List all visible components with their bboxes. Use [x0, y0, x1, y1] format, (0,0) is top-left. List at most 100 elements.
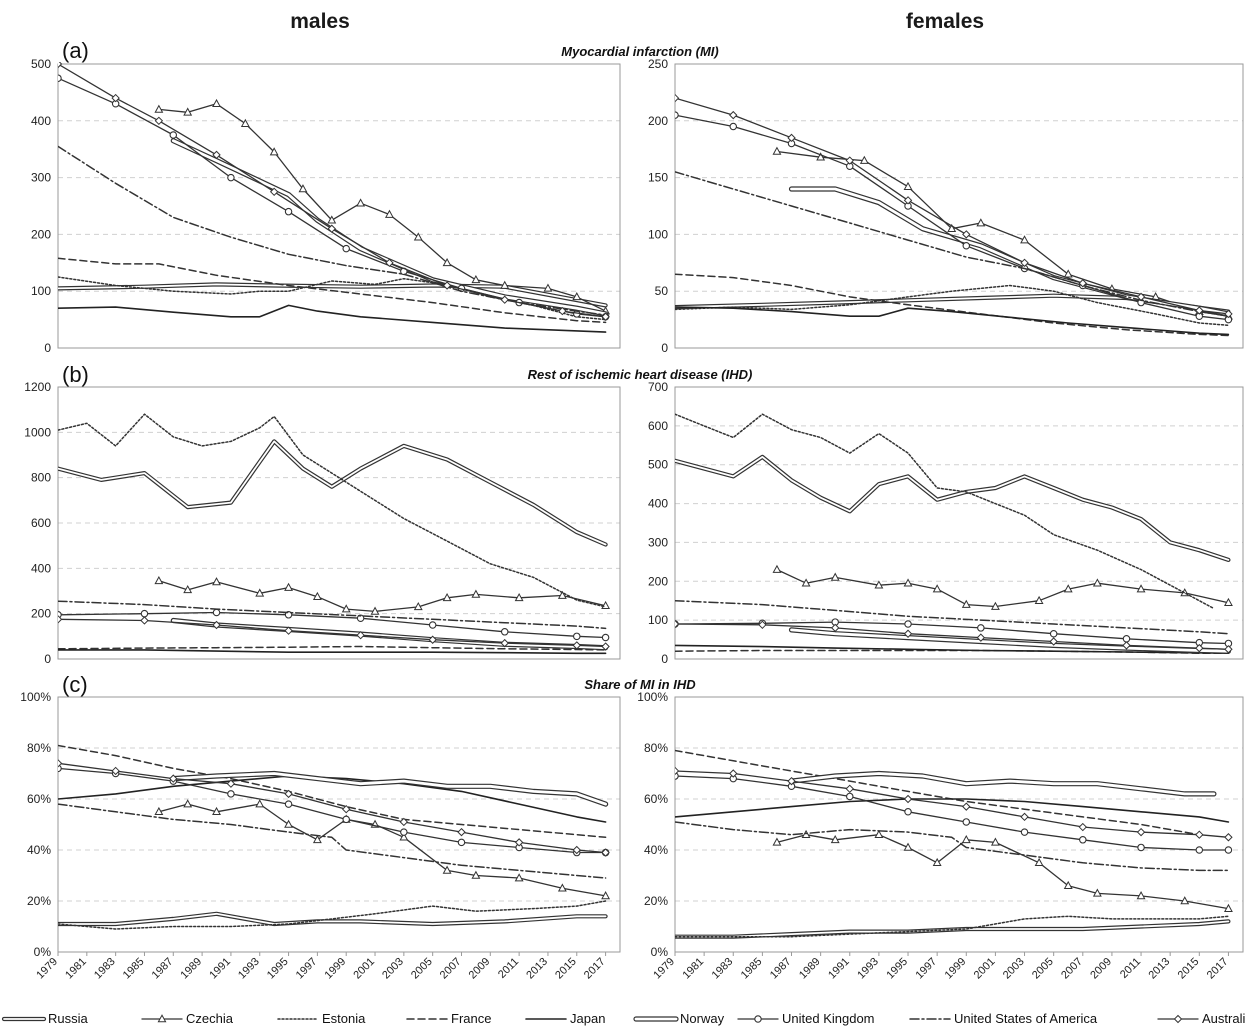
series-czechia-point: [1223, 597, 1233, 606]
x-tick-label: 1987: [150, 956, 176, 982]
series-czechia-point: [874, 829, 884, 838]
y-tick-label: 200: [648, 574, 668, 588]
series-united-states-of-america-line: [58, 803, 607, 879]
series-czechia-point: [1180, 896, 1190, 905]
legend-item-france: France: [406, 1011, 491, 1026]
series-united-kingdom-point: [904, 807, 912, 816]
series-united-kingdom-point: [457, 838, 466, 847]
series-australia-point: [976, 633, 986, 642]
y-tick-label: 20%: [644, 894, 668, 908]
series-czechia-point: [601, 891, 611, 900]
series-united-states-of-america-line: [58, 145, 607, 316]
panel-title-c: Share of MI in IHD: [584, 677, 696, 692]
series-norway-line-inner: [171, 772, 607, 806]
y-tick-label: 40%: [644, 843, 668, 857]
series-australia-point: [154, 116, 164, 126]
series-united-kingdom-point: [904, 620, 912, 628]
series-australia-point: [58, 615, 63, 624]
series-czechia-point: [370, 606, 380, 615]
x-tick-label: 1993: [855, 956, 881, 982]
series-australia-point: [903, 794, 913, 804]
series-australia-point: [1078, 279, 1088, 288]
series-australia-point: [675, 619, 680, 629]
series-united-states-of-america-line: [675, 599, 1230, 635]
legend-label: Japan: [570, 1011, 605, 1026]
series-czechia-point: [154, 575, 164, 585]
legend-marker: [157, 1014, 167, 1023]
series-australia-point: [601, 312, 610, 321]
series-australia-point: [284, 789, 293, 799]
series-united-kingdom-point: [212, 608, 221, 617]
series-australia-point: [1195, 643, 1204, 653]
series-czechia-point: [514, 592, 524, 602]
legend-label: United States of America: [954, 1011, 1098, 1026]
series-united-kingdom-point: [962, 242, 971, 250]
x-tick-label: 2011: [1118, 956, 1143, 981]
series-norway-line-inner: [790, 628, 1230, 653]
series-czechia-point: [961, 834, 971, 844]
series-estonia-line: [58, 900, 607, 930]
series-japan-line: [675, 644, 1230, 654]
series-australia-point: [1224, 833, 1233, 842]
chart-c-females: 0%20%40%60%80%100%1979 1981 1983 1985 1987 19…: [637, 690, 1244, 982]
plot-frame: [57, 63, 621, 349]
y-tick-label: 1000: [24, 425, 51, 439]
column-header-males: males: [290, 10, 350, 33]
series-united-kingdom-point: [284, 611, 293, 619]
series-australia-point: [1136, 827, 1146, 837]
series-czechia-point: [543, 283, 553, 292]
series-czechia-point: [903, 578, 913, 587]
x-tick-label: 2013: [524, 956, 550, 982]
y-tick-label: 200: [31, 227, 51, 241]
series-united-kingdom-point: [356, 614, 365, 622]
chart-a-females: 0 50 100 150 200 250: [648, 57, 1244, 355]
series-czechia-point: [976, 218, 986, 227]
series-australia-point: [212, 620, 221, 630]
series-czechia-point: [772, 837, 782, 846]
y-tick-label: 500: [648, 458, 668, 472]
series-united-kingdom-point: [342, 815, 350, 824]
y-tick-label: 1200: [24, 380, 51, 394]
series-australia-point: [399, 817, 409, 827]
series-united-kingdom-point: [500, 628, 509, 636]
series-czechia-point: [1063, 269, 1073, 278]
y-tick-label: 0: [44, 341, 51, 355]
series-czechia-point: [312, 591, 322, 600]
series-czechia-point: [1092, 888, 1102, 897]
series-russia-line-inner: [58, 283, 607, 307]
series-czechia-point: [413, 602, 423, 611]
y-tick-label: 50: [655, 284, 669, 298]
y-tick-label: 0%: [34, 945, 52, 959]
plot-frame: [674, 386, 1244, 660]
series-czechia-point: [830, 834, 840, 844]
series-czechia-point: [240, 118, 250, 127]
y-tick-label: 80%: [27, 741, 51, 755]
series-czechia-point: [212, 806, 221, 816]
series-czechia-point: [830, 572, 840, 581]
series-australia-point: [111, 766, 120, 776]
series-united-kingdom-point: [675, 772, 679, 780]
series-czechia-line: [158, 103, 607, 312]
series-united-kingdom-point: [962, 818, 971, 826]
series-france-line: [58, 744, 607, 839]
series-france-line: [675, 273, 1230, 337]
series-australia-line: [58, 63, 607, 318]
series-japan-line: [675, 306, 1230, 336]
series-france-line: [58, 257, 607, 324]
x-tick-label: 2001: [972, 956, 998, 982]
y-tick-label: 300: [31, 171, 51, 185]
series-czechia-point: [557, 883, 567, 892]
series-united-kingdom-point: [1079, 836, 1087, 844]
legend-item-united-states-of-america: United States of America: [909, 1011, 1098, 1026]
series-united-states-of-america-line: [675, 171, 1230, 317]
series-france-line: [58, 645, 607, 651]
series-czechia-point: [312, 834, 322, 844]
series-czechia-line: [776, 834, 1230, 910]
series-united-kingdom-point: [227, 173, 235, 182]
series-australia-point: [140, 616, 149, 625]
series-australia-point: [1136, 292, 1146, 302]
legend-item-australia: Australia: [1157, 1011, 1245, 1026]
series-czechia-point: [1136, 891, 1146, 900]
series-australia-point: [111, 93, 120, 103]
y-tick-label: 150: [648, 171, 668, 185]
